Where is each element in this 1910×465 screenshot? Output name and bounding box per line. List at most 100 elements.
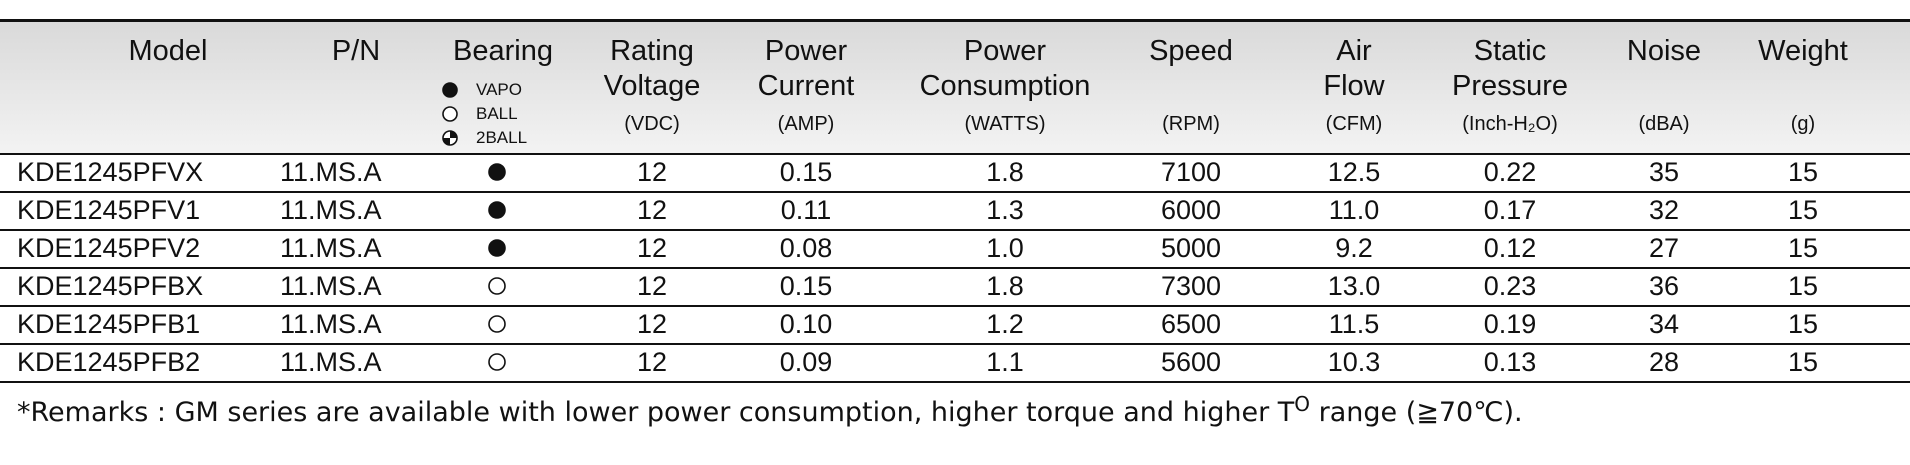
title-line: Pressure xyxy=(1451,70,1569,102)
title-line: Weight xyxy=(1758,35,1848,67)
cell: 5000 xyxy=(1160,233,1222,263)
cell: 32 xyxy=(1648,195,1680,225)
cell: 0.13 xyxy=(1483,347,1537,377)
cell: 1.1 xyxy=(986,347,1024,377)
header-rule xyxy=(0,153,1910,155)
remark-text: range (≧70℃). xyxy=(1310,397,1523,428)
title-line: Power xyxy=(764,35,848,67)
cell: 5600 xyxy=(1160,347,1222,377)
cell: KDE1245PFVX xyxy=(17,157,204,187)
title-line: Power xyxy=(963,35,1047,67)
bearing-symbol xyxy=(488,315,506,333)
title-line: Bearing xyxy=(453,35,553,67)
bearing-symbol xyxy=(488,201,506,219)
cell: 6000 xyxy=(1160,195,1222,225)
remark-text: *Remarks : GM series are available with … xyxy=(17,397,1295,428)
cell: 1.0 xyxy=(986,233,1024,263)
cell: 15 xyxy=(1787,347,1819,377)
cell: 11.MS.A xyxy=(280,309,382,339)
column-unit: (g) xyxy=(1790,113,1816,135)
title-line: Air xyxy=(1336,35,1372,67)
column-unit: (CFM) xyxy=(1325,113,1383,135)
cell: 1.8 xyxy=(986,271,1024,301)
title-line: Static xyxy=(1473,35,1547,67)
bearing-symbol xyxy=(442,106,458,122)
cell: 12 xyxy=(636,271,668,301)
cell: 11.0 xyxy=(1328,195,1380,225)
cell: 28 xyxy=(1648,347,1680,377)
column-unit: (RPM) xyxy=(1162,113,1220,135)
cell: 15 xyxy=(1787,309,1819,339)
cell: 9.2 xyxy=(1335,233,1373,263)
column-title: Power Consumption xyxy=(920,34,1091,104)
cell: 0.12 xyxy=(1483,233,1537,263)
cell: 0.09 xyxy=(779,347,833,377)
title-line: Current xyxy=(757,70,855,102)
bearing-symbol xyxy=(488,163,506,181)
cell: 7300 xyxy=(1160,271,1222,301)
legend-label: 2BALL xyxy=(476,128,528,147)
cell: 10.3 xyxy=(1327,347,1381,377)
cell: 11.MS.A xyxy=(280,195,382,225)
cell: 11.MS.A xyxy=(280,271,382,301)
title-line: P/N xyxy=(331,35,381,67)
cell: 11.MS.A xyxy=(280,233,382,263)
cell: 11.MS.A xyxy=(280,157,382,187)
column-unit: (dBA) xyxy=(1638,113,1690,135)
cell: KDE1245PFV1 xyxy=(17,195,201,225)
column-unit: (AMP) xyxy=(777,113,835,135)
cell: 15 xyxy=(1787,157,1819,187)
cell: 1.3 xyxy=(986,195,1024,225)
title-line: Rating xyxy=(610,35,694,67)
cell: 36 xyxy=(1648,271,1680,301)
cell: 0.15 xyxy=(779,157,833,187)
column-title: P/N xyxy=(332,34,380,69)
row-rule xyxy=(0,267,1910,269)
cell: 12 xyxy=(636,347,668,377)
cell: KDE1245PFV2 xyxy=(17,233,201,263)
column-title: Weight xyxy=(1758,34,1848,69)
column-unit: (Inch-H₂O) xyxy=(1462,113,1558,135)
header-band xyxy=(0,21,1910,153)
row-rule xyxy=(0,305,1910,307)
cell: 1.2 xyxy=(986,309,1024,339)
column-title: Power Current xyxy=(758,34,855,104)
cell: 6500 xyxy=(1160,309,1222,339)
row-rule xyxy=(0,343,1910,345)
title-line: Noise xyxy=(1626,35,1702,67)
cell: KDE1245PFB1 xyxy=(17,309,201,339)
cell: 0.23 xyxy=(1483,271,1537,301)
column-unit: (WATTS) xyxy=(964,113,1046,135)
row-rule xyxy=(0,229,1910,231)
cell: 34 xyxy=(1648,309,1680,339)
cell: 1.8 xyxy=(986,157,1024,187)
legend-label: BALL xyxy=(476,104,518,123)
cell: 15 xyxy=(1787,233,1819,263)
cell: KDE1245PFBX xyxy=(17,271,204,301)
cell: 0.15 xyxy=(779,271,833,301)
bearing-symbol xyxy=(442,82,458,98)
title-line: Speed xyxy=(1149,35,1233,67)
row-rule xyxy=(0,381,1910,383)
cell: 0.22 xyxy=(1483,157,1537,187)
cell: 12.5 xyxy=(1327,157,1381,187)
remark: *Remarks : GM series are available with … xyxy=(17,392,1523,428)
cell: 11.5 xyxy=(1328,309,1380,339)
column-title: Bearing xyxy=(453,34,553,69)
column-title: Rating Voltage xyxy=(604,34,701,104)
bearing-symbol xyxy=(488,353,506,371)
bearing-symbol xyxy=(488,277,506,295)
title-line: Consumption xyxy=(919,70,1091,102)
column-unit: (VDC) xyxy=(624,113,680,135)
cell: 0.08 xyxy=(779,233,833,263)
bearing-symbol xyxy=(488,239,506,257)
cell: 13.0 xyxy=(1327,271,1381,301)
cell: 12 xyxy=(636,233,668,263)
cell: 0.17 xyxy=(1483,195,1537,225)
cell: 12 xyxy=(636,157,668,187)
column-title: Air Flow xyxy=(1323,34,1384,104)
cell: 0.10 xyxy=(779,309,833,339)
cell: 0.19 xyxy=(1483,309,1537,339)
column-title: Static Pressure xyxy=(1452,34,1568,104)
title-line: Flow xyxy=(1323,70,1385,102)
